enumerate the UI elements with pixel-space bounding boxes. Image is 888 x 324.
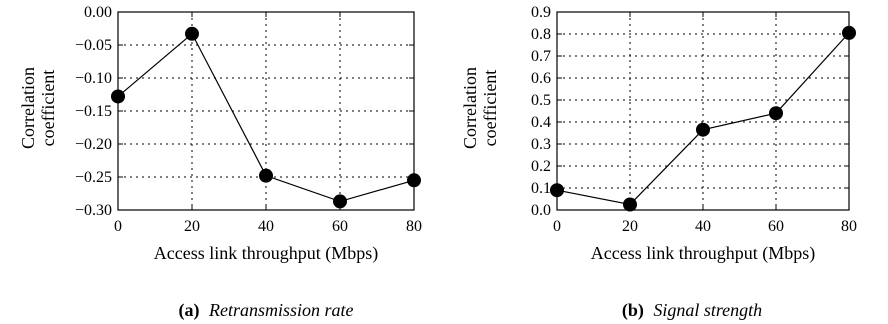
chart-a-data-point [185,26,199,41]
chart-a-data-point [111,89,125,104]
chart-a-data-point [259,168,273,183]
chart-a-caption: (a) Retransmission rate [178,300,353,321]
chart-b-xtick-label: 40 [695,218,711,235]
chart-a-ytick-label: −0.05 [75,37,112,54]
chart-b-data-point [842,25,856,40]
chart-a-xtick-label: 0 [114,218,122,235]
chart-b-xtick-label: 60 [768,218,784,235]
chart-a-ytick-label: 0.00 [84,4,112,21]
chart-b-ytick-label: 0.1 [531,180,551,197]
chart-a-xtick-label: 60 [332,218,348,235]
chart-b-data-point [623,197,637,212]
chart-b-ylabel-line1: Correlation [460,67,480,149]
chart-b-xtick-label: 80 [841,218,857,235]
chart-b-xlabel: Access link throughput (Mbps) [591,243,815,264]
chart-b-data-point [769,106,783,121]
chart-b: 0.90.80.70.60.50.40.30.20.10.00 20 40 60 80 … [460,4,857,321]
chart-a-xtick-label: 20 [184,218,200,235]
chart-b-data-point [550,183,564,198]
chart-b-ytick-label: 0.4 [531,114,551,131]
chart-b-data-point [696,122,710,137]
chart-a-ytick-label: −0.30 [75,202,112,219]
chart-b-ytick-label: 0.8 [531,26,551,43]
chart-b-caption: (b) Signal strength [622,300,762,321]
chart-a-ytick-label: −0.20 [75,136,112,153]
chart-b-ytick-label: 0.7 [531,48,551,65]
chart-a: 0.00 −0.05 −0.10 −0.15 −0.20 −0.25 −0.300 20 40 6… [18,4,422,321]
chart-b-ytick-label: 0.0 [531,202,551,219]
chart-b-xtick-label: 20 [622,218,638,235]
chart-a-ytick-label: −0.15 [75,103,112,120]
chart-b-series [550,25,856,212]
chart-b-grid [557,12,849,210]
chart-a-caption-text: Retransmission rate [208,300,354,320]
chart-b-ytick-label: 0.9 [531,4,551,21]
chart-a-ytick-label: −0.10 [75,70,112,87]
chart-a-ylabel-line1: Correlation [18,67,38,149]
chart-a-data-point [407,173,421,188]
chart-b-ytick-label: 0.5 [531,92,551,109]
chart-b-ytick-label: 0.2 [531,158,551,175]
chart-a-xtick-label: 40 [258,218,274,235]
chart-a-grid [118,12,414,210]
chart-b-ytick-label: 0.3 [531,136,551,153]
chart-b-ylabel-line2: coefficient [480,70,500,147]
chart-b-ytick-label: 0.6 [531,70,551,87]
chart-b-ticks: 0.9 0.8 0.7 0.6 0.5 0.4 0.3 0.2 0.1 0.00 20 40 60 80 [531,4,857,235]
chart-a-ylabel-line2: coefficient [38,70,58,147]
chart-a-data-point [333,194,347,209]
chart-b-series-line [556,32,850,206]
chart-b-xtick-label: 0 [553,218,561,235]
chart-b-caption-text: Signal strength [653,300,762,320]
chart-b-caption-tag: (b) [622,300,644,321]
chart-a-xlabel: Access link throughput (Mbps) [154,243,378,264]
chart-a-ticks: 0.00 −0.05 −0.10 −0.15 −0.20 −0.25 −0.300 20 40 6… [75,4,422,235]
chart-a-series [111,26,421,209]
chart-a-xtick-label: 80 [406,218,422,235]
chart-a-caption-tag: (a) [178,300,199,321]
chart-a-ytick-label: −0.25 [75,169,112,186]
